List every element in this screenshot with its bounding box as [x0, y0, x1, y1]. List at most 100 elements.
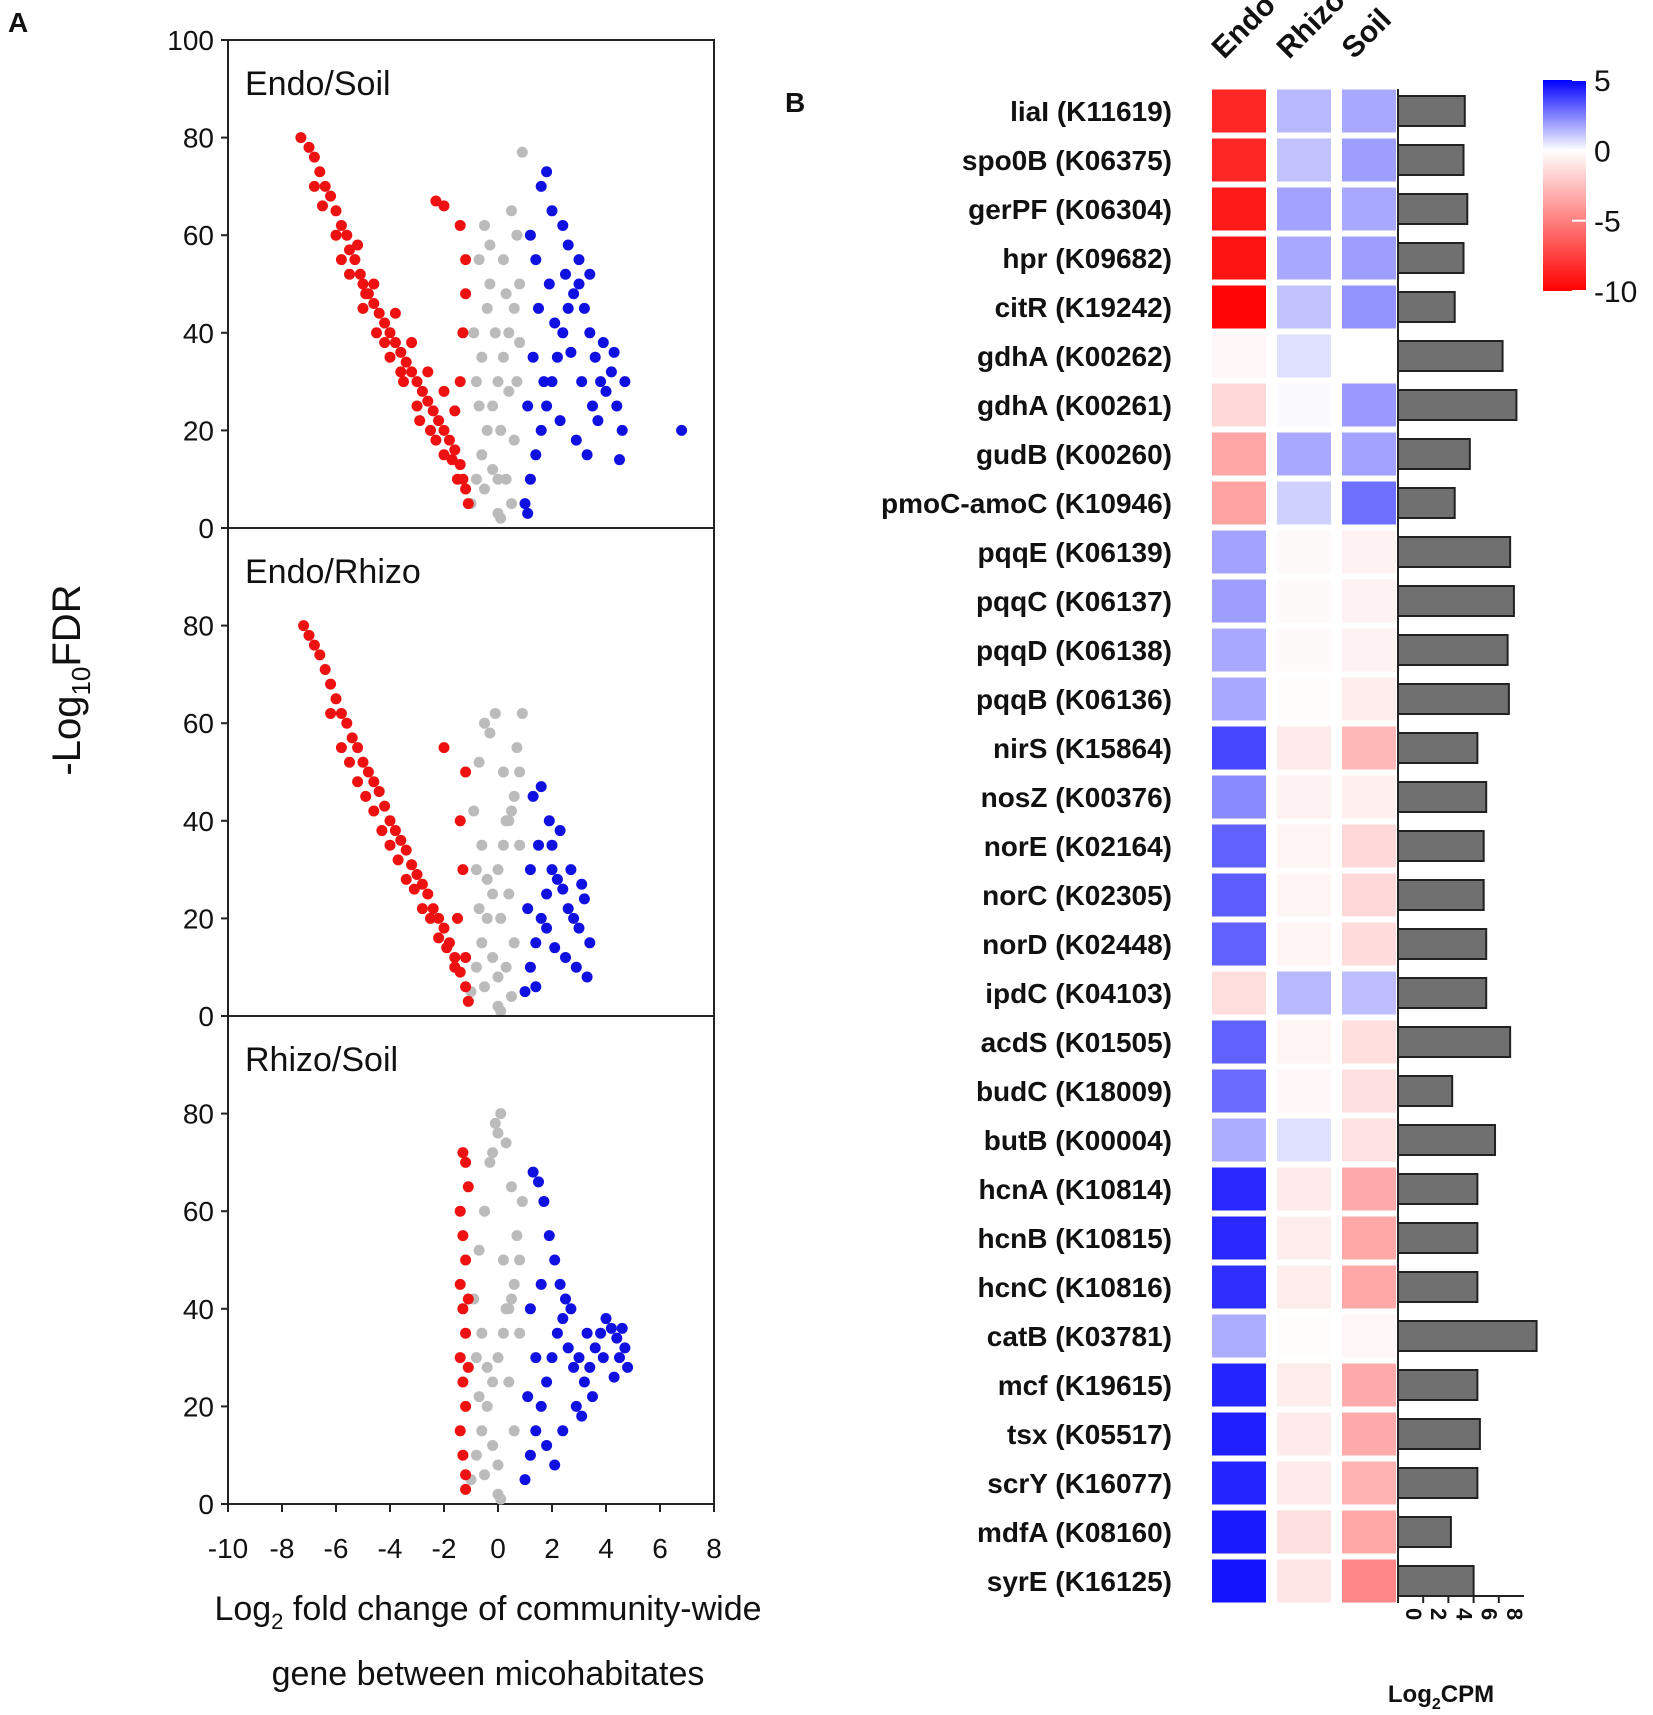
- heatmap-cell: [1212, 89, 1266, 133]
- cpm-bar: [1397, 95, 1466, 127]
- x-tick-label: -4: [378, 1533, 403, 1564]
- heatmap-cell: [1277, 236, 1331, 280]
- volcano-point-up: [530, 449, 542, 461]
- volcano-point-ns: [500, 815, 512, 827]
- volcano-point-ns: [470, 1449, 482, 1461]
- volcano-point-up: [522, 400, 534, 412]
- volcano-point-up: [533, 839, 544, 851]
- volcano-point-down: [303, 141, 315, 153]
- volcano-point-ns: [508, 1278, 520, 1290]
- heatmap-row: spo0B (K06375): [962, 138, 1396, 182]
- y-tick-label: 40: [183, 318, 214, 349]
- gene-label: hcnB (K10815): [977, 1223, 1172, 1254]
- gene-label: nosZ (K00376): [981, 782, 1172, 813]
- volcano-point-up: [570, 1400, 582, 1412]
- colorbar-tick-label: 5: [1594, 65, 1611, 98]
- volcano-point-down: [460, 254, 472, 266]
- volcano-x-axis: -10 -8 -6 -4 -2 0 2 4 6 8: [208, 1504, 722, 1564]
- volcano-point-down: [454, 1278, 466, 1290]
- cpm-bar: [1397, 1369, 1479, 1401]
- y-tick-label: 0: [198, 1489, 214, 1520]
- cpm-bar: [1397, 1320, 1538, 1352]
- volcano-point-down: [368, 805, 380, 817]
- volcano-point-ns: [492, 376, 504, 388]
- heatmap-cell: [1342, 1314, 1396, 1358]
- heatmap-cell: [1342, 432, 1396, 476]
- volcano-point-down: [344, 756, 355, 768]
- volcano-point-down: [341, 717, 353, 729]
- y-tick-label: 80: [183, 123, 214, 154]
- heatmap-cell: [1212, 1118, 1266, 1162]
- heatmap-cell: [1212, 775, 1266, 819]
- heatmap-cell: [1277, 481, 1331, 525]
- volcano-point-down: [449, 951, 461, 963]
- volcano-point-down: [400, 356, 412, 368]
- volcano-point-down: [457, 1376, 469, 1388]
- heatmap-row: pmoC-amoC (K10946): [881, 481, 1396, 525]
- volcano-point-up: [524, 473, 536, 485]
- volcano-point-ns: [481, 912, 493, 924]
- volcano-point-ns: [484, 1156, 496, 1168]
- cpm-bar: [1397, 438, 1471, 470]
- volcano-point-up: [554, 1278, 566, 1290]
- volcano-point-ns: [476, 839, 488, 851]
- volcano-point-down: [457, 1449, 469, 1461]
- y-tick-label: 20: [183, 1391, 214, 1422]
- volcano-point-ns: [503, 1376, 515, 1388]
- heatmap-cell: [1212, 1363, 1266, 1407]
- y-tick-label: 100: [167, 25, 214, 56]
- volcano-point-ns: [495, 424, 507, 436]
- volcano-point-up: [560, 1293, 571, 1305]
- volcano-point-ns: [481, 1400, 493, 1412]
- volcano-point-ns: [495, 512, 507, 524]
- gene-label: hpr (K09682): [1002, 243, 1172, 274]
- heatmap-cell: [1212, 1020, 1266, 1064]
- x-tick-label: -6: [324, 1533, 349, 1564]
- volcano-point-up: [584, 268, 596, 280]
- heatmap-cell: [1212, 922, 1266, 966]
- heatmap-cell: [1212, 726, 1266, 770]
- volcano-point-up: [622, 1361, 634, 1373]
- volcano-point-down: [438, 449, 450, 461]
- gene-label: mcf (K19615): [998, 1370, 1172, 1401]
- volcano-point-down: [308, 180, 320, 192]
- volcano-point-down: [454, 1352, 466, 1364]
- volcano-point-ns: [500, 1303, 512, 1315]
- volcano-point-down: [373, 307, 385, 319]
- cpm-bar: [1397, 144, 1465, 176]
- heatmap-cell: [1277, 383, 1331, 427]
- volcano-point-up: [546, 1352, 558, 1364]
- volcano-point-down: [438, 200, 450, 212]
- volcano-point-ns: [506, 805, 517, 817]
- volcano-point-up: [611, 1332, 623, 1344]
- volcano-point-down: [446, 454, 458, 466]
- cpm-bar: [1397, 732, 1479, 764]
- heatmap-row: gdhA (K00261): [977, 383, 1396, 427]
- volcano-point-down: [460, 483, 472, 495]
- x-tick-label: 0: [490, 1533, 506, 1564]
- heatmap-cell: [1277, 1167, 1331, 1211]
- volcano-point-up: [595, 1327, 607, 1339]
- heatmap-cell: [1277, 579, 1331, 623]
- bar-x-tick-label: 8: [1502, 1608, 1527, 1620]
- heatmap-cell: [1342, 481, 1396, 525]
- gene-label: norD (K02448): [982, 929, 1172, 960]
- heatmap-row: syrE (K16125): [987, 1559, 1396, 1603]
- y-tick-label: 80: [183, 611, 214, 642]
- heatmap-cell: [1212, 432, 1266, 476]
- volcano-point-up: [551, 873, 563, 885]
- volcano-point-up: [578, 302, 590, 314]
- volcano-point-down: [462, 498, 474, 510]
- heatmap-cell: [1212, 1167, 1266, 1211]
- volcano-point-down: [449, 444, 461, 456]
- colorbar-gradient: [1543, 80, 1586, 291]
- volcano-point-up: [589, 1342, 601, 1354]
- volcano-point-down: [411, 376, 423, 388]
- cpm-bar: [1397, 1565, 1475, 1597]
- volcano-point-ns: [511, 229, 523, 241]
- heatmap-cell: [1277, 334, 1331, 378]
- volcano-point-down: [303, 629, 315, 641]
- volcano-point-up: [616, 424, 628, 436]
- volcano-point-up: [557, 219, 569, 231]
- volcano-point-ns: [506, 205, 517, 217]
